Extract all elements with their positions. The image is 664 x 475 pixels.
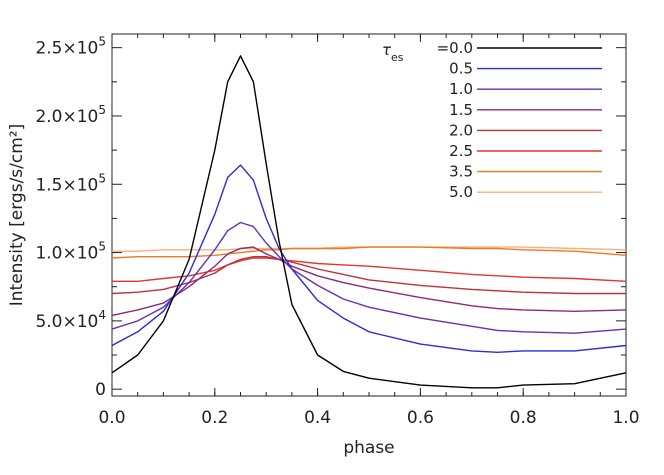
x-tick-label: 0.6 [407,408,434,428]
legend-label: 1.0 [449,80,473,98]
series-line-2 [111,221,627,334]
series-layer [111,55,627,389]
legend-label: 2.0 [449,121,473,139]
legend-label: 5.0 [449,183,473,201]
y-tick-label: 5.0×104 [35,308,106,332]
series-line-5 [112,257,627,282]
plot-frame [111,33,627,397]
y-axis-title: Intensity [ergs/s/cm²] [7,124,27,307]
x-tick-label: 0.8 [510,408,537,428]
series-line-0 [111,55,627,389]
legend-label: 3.5 [449,163,473,181]
series-line-4 [111,256,626,295]
legend-label: =0.0 [437,39,473,57]
legend-label: 1.5 [449,101,473,119]
legend-symbol: τes [382,41,404,64]
series-line-1 [111,164,627,353]
series-line-6 [111,246,627,259]
legend: τes =0.0 0.5 1.0 1.5 2.0 2.5 3.5 5.0 [382,39,602,201]
legend-label: 0.5 [449,60,473,78]
y-tick-label: 1.5×105 [35,171,106,195]
x-axis-title: phase [343,438,394,458]
legend-label: 2.5 [449,142,473,160]
y-tick-label: 2.0×105 [35,103,106,127]
x-tick-label: 0.2 [201,408,228,428]
y-axis-ticks: 0 5.0×104 1.0×105 1.5×105 2.0×105 2.5×105 [35,35,626,400]
x-tick-label: 0.0 [98,408,125,428]
x-tick-label: 1.0 [612,408,639,428]
y-tick-label: 2.5×105 [35,35,106,59]
y-tick-label: 1.0×105 [35,240,106,264]
y-tick-label: 0 [95,380,106,400]
x-axis-ticks: 0.0 0.2 0.4 0.6 0.8 1.0 [98,34,640,428]
x-tick-label: 0.4 [304,408,331,428]
